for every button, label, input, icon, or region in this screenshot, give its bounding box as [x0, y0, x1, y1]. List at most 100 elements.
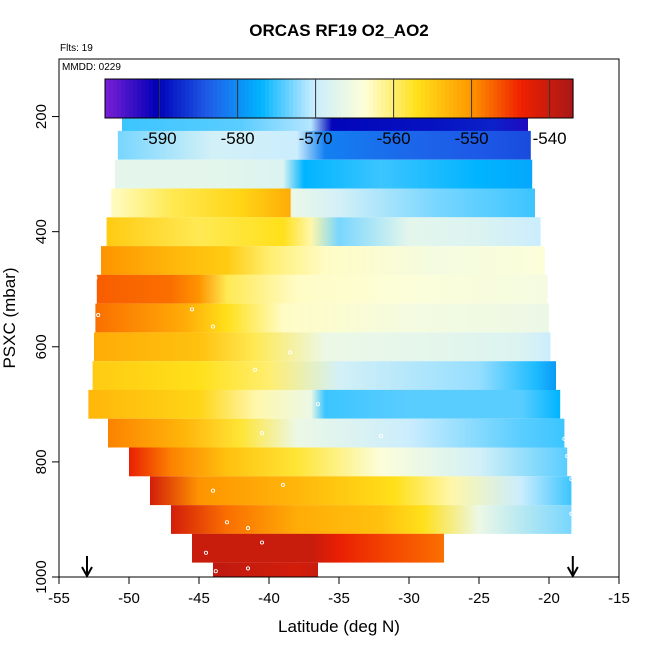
colorbar-cell	[137, 79, 142, 118]
data-marker	[252, 367, 258, 372]
colorbar-cell	[117, 79, 122, 118]
data-marker	[378, 433, 384, 439]
colorbar-cell	[209, 79, 214, 118]
y-tick-label: 1000	[33, 560, 50, 593]
latitude-arrows	[81, 556, 579, 579]
colorbar-cell	[169, 79, 174, 118]
colorbar-cell	[449, 79, 454, 118]
colorbar-cell	[201, 79, 206, 118]
x-tick-label: -35	[328, 590, 350, 607]
colorbar-cell	[533, 79, 538, 118]
colorbar-cell	[257, 79, 262, 118]
data-marker	[210, 324, 216, 329]
colorbar-cell	[561, 79, 566, 118]
x-tick-label: -30	[398, 590, 420, 607]
heatmap-band	[150, 476, 572, 506]
heatmap-band	[95, 303, 550, 333]
colorbar-tick-label: -570	[299, 129, 333, 148]
colorbar-cell	[389, 79, 394, 118]
heatmap-band	[92, 361, 556, 390]
colorbar-cell	[353, 79, 358, 118]
colorbar-cell	[333, 79, 338, 118]
colorbar-cell	[509, 79, 514, 118]
heatmap-band	[192, 533, 444, 563]
x-tick-label: -20	[538, 590, 560, 607]
data-marker	[569, 511, 574, 516]
y-tick-label: 800	[33, 449, 50, 474]
colorbar-cell	[569, 79, 574, 118]
colorbar-cell	[293, 79, 298, 118]
colorbar-cell	[193, 79, 198, 118]
colorbar-cell	[113, 79, 118, 118]
data-marker	[203, 550, 209, 555]
colorbar-cell	[465, 79, 470, 118]
heatmap-band	[88, 389, 561, 419]
colorbar-cell	[329, 79, 334, 118]
colorbar-cell	[497, 79, 502, 118]
colorbar-cell	[501, 79, 506, 118]
colorbar-cell	[197, 79, 202, 118]
data-marker	[553, 321, 559, 326]
colorbar-cell	[357, 79, 362, 118]
colorbar-cell	[281, 79, 286, 118]
y-tick-label: 400	[33, 219, 50, 244]
colorbar-cell	[149, 79, 154, 118]
colorbar-cell	[493, 79, 498, 118]
colorbar-tick-label: -560	[377, 129, 411, 148]
colorbar-tick-label: -550	[455, 129, 489, 148]
data-marker	[93, 275, 98, 280]
latitude-arrow-head	[81, 566, 93, 579]
x-axis: -55 -50 -45 -40 -35 -30 -25 -20 -15	[48, 577, 630, 607]
colorbar-cell	[409, 79, 414, 118]
colorbar-cell	[153, 79, 158, 118]
flights-label: Flts: 19	[60, 43, 93, 54]
y-axis: 200 400 600 800 1000	[33, 104, 59, 594]
colorbar-cell	[421, 79, 426, 118]
colorbar-cell	[297, 79, 302, 118]
colorbar-cell	[565, 79, 570, 118]
colorbar-cell	[337, 79, 342, 118]
colorbar-cell	[401, 79, 406, 118]
colorbar-cell	[325, 79, 330, 118]
colorbar-cell	[549, 79, 554, 118]
heatmap-band	[129, 447, 568, 477]
heatmap-band	[115, 159, 533, 189]
colorbar-cell	[233, 79, 238, 118]
colorbar-cell	[545, 79, 550, 118]
colorbar-cell	[373, 79, 378, 118]
colorbar-cell	[245, 79, 250, 118]
x-tick-label: -15	[608, 590, 630, 607]
colorbar-cell	[221, 79, 226, 118]
colorbar-cell	[385, 79, 390, 118]
x-axis-label: Latitude (deg N)	[278, 617, 400, 636]
colorbar-cell	[217, 79, 222, 118]
colorbar-cell	[145, 79, 150, 118]
colorbar-cell	[453, 79, 458, 118]
date-label: MMDD: 0229	[62, 62, 121, 73]
colorbar-cell	[445, 79, 450, 118]
colorbar-cell	[361, 79, 366, 118]
colorbar-tick-label: -540	[533, 129, 567, 148]
colorbar-cell	[525, 79, 530, 118]
heatmap-bands	[88, 102, 572, 577]
colorbar-cell	[397, 79, 402, 118]
y-tick-label: 600	[33, 334, 50, 359]
colorbar-cell	[253, 79, 258, 118]
colorbar-cell	[173, 79, 178, 118]
data-marker	[259, 431, 265, 436]
colorbar-cell	[529, 79, 534, 118]
x-tick-label: -40	[258, 590, 280, 607]
colorbar-frame	[104, 78, 574, 119]
colorbar-cell	[553, 79, 558, 118]
colorbar-cell	[241, 79, 246, 118]
colorbar-cell	[269, 79, 274, 118]
x-tick-label: -55	[48, 590, 70, 607]
colorbar-cell	[481, 79, 486, 118]
colorbar-cell	[309, 79, 314, 118]
data-marker	[224, 520, 230, 525]
colorbar: -590 -580 -570 -560 -550 -540	[104, 78, 574, 148]
y-axis-label: PSXC (mbar)	[0, 267, 19, 368]
colorbar-cell	[249, 79, 254, 118]
colorbar-cell	[513, 79, 518, 118]
